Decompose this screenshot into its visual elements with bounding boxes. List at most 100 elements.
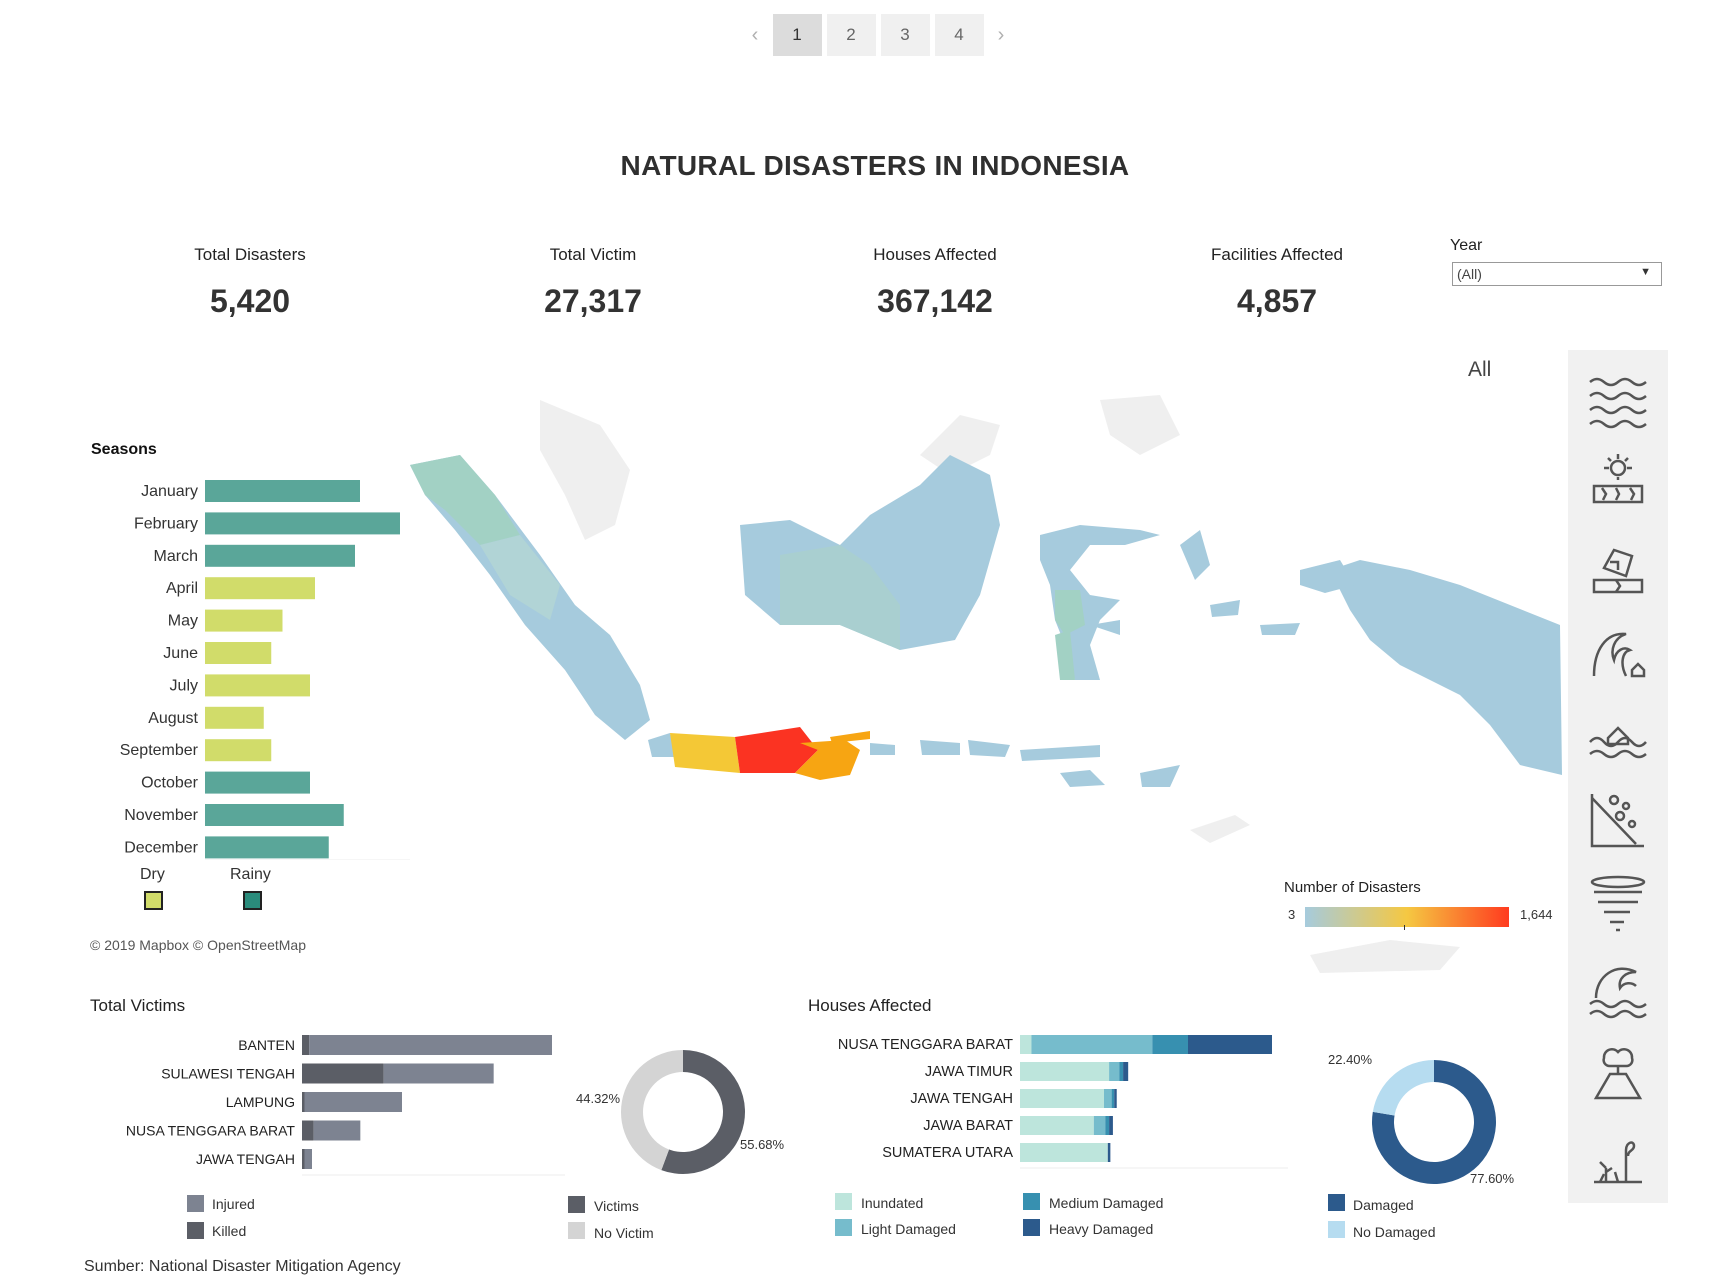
category-tick-label: JAWA TENGAH bbox=[910, 1091, 1013, 1107]
legend-medium-damaged-swatch bbox=[1023, 1193, 1040, 1210]
season-bar[interactable] bbox=[205, 771, 310, 794]
stacked-bar-segment[interactable] bbox=[383, 1063, 494, 1084]
page-1-button[interactable]: 1 bbox=[772, 14, 822, 56]
page-3-button[interactable]: 3 bbox=[880, 14, 930, 56]
stacked-bar-segment[interactable] bbox=[1152, 1035, 1188, 1054]
houses-bar-chart: NUSA TENGGARA BARAT JAWA TIMUR JAWA TENGAH… bbox=[838, 1035, 1288, 1169]
year-select[interactable]: (All) ▼ bbox=[1452, 262, 1662, 286]
stacked-bar-segment[interactable] bbox=[1020, 1143, 1108, 1162]
stacked-bar-segment[interactable] bbox=[1188, 1035, 1272, 1054]
donut-slice[interactable] bbox=[661, 1050, 746, 1174]
sabah-region bbox=[920, 415, 1000, 475]
legend-no-damaged-swatch bbox=[1328, 1221, 1345, 1238]
season-bar[interactable] bbox=[205, 836, 329, 859]
extreme-wave-icon[interactable] bbox=[1586, 956, 1650, 1020]
season-bar[interactable] bbox=[205, 480, 360, 502]
category-tick-label: LAMPUNG bbox=[226, 1094, 295, 1110]
stacked-bar-segment[interactable] bbox=[302, 1092, 305, 1112]
legend-inundated-label: Inundated bbox=[861, 1195, 924, 1211]
legend-heavy-damaged-swatch bbox=[1023, 1219, 1040, 1236]
legend-injured-label: Injured bbox=[212, 1196, 255, 1212]
stacked-bar-segment[interactable] bbox=[302, 1063, 384, 1084]
category-tick-label: SULAWESI TENGAH bbox=[161, 1066, 295, 1082]
disaster-filter-all[interactable]: All bbox=[1468, 358, 1492, 381]
season-bar[interactable] bbox=[205, 706, 264, 729]
category-tick-label: JAWA TENGAH bbox=[196, 1151, 295, 1167]
stacked-bar-segment[interactable] bbox=[302, 1120, 314, 1141]
page-2-button[interactable]: 2 bbox=[826, 14, 876, 56]
stacked-bar-segment[interactable] bbox=[313, 1120, 361, 1141]
stacked-bar-segment[interactable] bbox=[1093, 1116, 1106, 1135]
map-color-scale bbox=[1305, 907, 1509, 927]
stacked-bar-segment[interactable] bbox=[1020, 1116, 1094, 1135]
data-source-note: Sumber: National Disaster Mitigation Age… bbox=[84, 1258, 401, 1275]
donut-slice[interactable] bbox=[621, 1050, 683, 1171]
tidal-flood-icon[interactable] bbox=[1586, 704, 1650, 768]
category-tick-label: NUSA TENGGARA BARAT bbox=[126, 1123, 296, 1139]
seasons-chart-title: Seasons bbox=[91, 441, 157, 458]
legend-no-victim-label: No Victim bbox=[594, 1225, 654, 1241]
season-bar[interactable] bbox=[205, 804, 344, 826]
page-4-button[interactable]: 4 bbox=[934, 14, 984, 56]
flood-icon[interactable] bbox=[1586, 368, 1650, 432]
stacked-bar-segment[interactable] bbox=[1123, 1062, 1129, 1081]
stacked-bar-segment[interactable] bbox=[1111, 1089, 1115, 1108]
stacked-bar-segment[interactable] bbox=[304, 1092, 403, 1112]
donut-slice[interactable] bbox=[1372, 1060, 1434, 1116]
donut-value-label: 22.40% bbox=[1328, 1052, 1373, 1067]
season-bar[interactable] bbox=[205, 512, 400, 535]
stacked-bar-segment[interactable] bbox=[1119, 1062, 1124, 1081]
prev-page-button[interactable]: ‹ bbox=[751, 23, 759, 46]
philippines-region bbox=[1100, 395, 1180, 455]
kpi-total-victim: Total Victim 27,317 bbox=[443, 245, 743, 320]
tsunami-icon[interactable] bbox=[1586, 620, 1650, 684]
legend-victims-label: Victims bbox=[594, 1198, 639, 1214]
volcano-eruption-icon[interactable] bbox=[1586, 1040, 1650, 1104]
stacked-bar-segment[interactable] bbox=[1107, 1143, 1111, 1162]
indonesia-map[interactable] bbox=[400, 395, 1562, 975]
drought-icon[interactable] bbox=[1586, 452, 1650, 516]
donut-value-label: 44.32% bbox=[576, 1091, 621, 1106]
season-bar[interactable] bbox=[205, 609, 283, 632]
earthquake-icon[interactable] bbox=[1586, 536, 1650, 600]
season-bar[interactable] bbox=[205, 739, 272, 762]
forest-fire-icon[interactable] bbox=[1586, 1124, 1650, 1188]
stacked-bar-segment[interactable] bbox=[1109, 1062, 1120, 1081]
kpi-label: Facilities Affected bbox=[1211, 245, 1343, 264]
stacked-bar-segment[interactable] bbox=[1109, 1116, 1113, 1135]
stacked-bar-segment[interactable] bbox=[1114, 1089, 1117, 1108]
kalimantan-tengah-region bbox=[780, 545, 900, 650]
madura-region bbox=[830, 731, 870, 743]
jawa-barat-region bbox=[670, 733, 740, 773]
maluku-region bbox=[1090, 530, 1300, 635]
kpi-value: 4,857 bbox=[1236, 283, 1318, 319]
landslide-icon[interactable] bbox=[1586, 788, 1650, 852]
papua-region bbox=[1330, 560, 1562, 775]
stacked-bar-segment[interactable] bbox=[1020, 1062, 1110, 1081]
stacked-bar-segment[interactable] bbox=[302, 1149, 305, 1169]
stacked-bar-segment[interactable] bbox=[304, 1149, 313, 1169]
stacked-bar-segment[interactable] bbox=[302, 1035, 310, 1055]
season-tick-label: July bbox=[170, 677, 198, 694]
season-bar[interactable] bbox=[205, 642, 272, 664]
stacked-bar-segment[interactable] bbox=[1104, 1089, 1112, 1108]
houses-donut-chart: 77.60% 22.40% bbox=[1328, 1052, 1515, 1186]
donut-slice[interactable] bbox=[1372, 1060, 1496, 1184]
year-filter-label: Year bbox=[1450, 237, 1483, 254]
stacked-bar-segment[interactable] bbox=[1020, 1089, 1104, 1108]
stacked-bar-segment[interactable] bbox=[309, 1035, 552, 1055]
season-tick-label: March bbox=[154, 548, 198, 565]
kpi-facilities-affected: Facilities Affected 4,857 bbox=[1127, 245, 1427, 320]
stacked-bar-segment[interactable] bbox=[1031, 1035, 1153, 1054]
tornado-icon[interactable] bbox=[1586, 872, 1650, 936]
season-bar[interactable] bbox=[205, 577, 315, 600]
category-tick-label: JAWA BARAT bbox=[923, 1118, 1013, 1134]
stacked-bar-segment[interactable] bbox=[1020, 1035, 1032, 1054]
legend-medium-damaged-label: Medium Damaged bbox=[1049, 1195, 1164, 1211]
season-bar[interactable] bbox=[205, 544, 355, 567]
stacked-bar-segment[interactable] bbox=[1105, 1116, 1110, 1135]
next-page-button[interactable]: › bbox=[997, 23, 1005, 46]
kpi-label: Total Disasters bbox=[194, 245, 306, 264]
season-bar[interactable] bbox=[205, 674, 310, 697]
donut-value-label: 55.68% bbox=[740, 1137, 785, 1152]
